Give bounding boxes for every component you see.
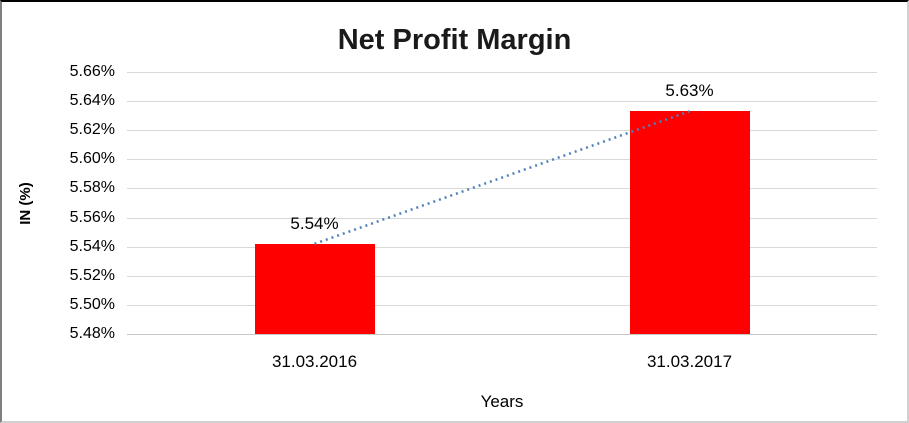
- gridline: [127, 130, 877, 132]
- gridline: [127, 334, 877, 335]
- y-tick-label: 5.58%: [69, 179, 115, 197]
- gridline: [127, 246, 877, 248]
- y-tick-label: 5.62%: [69, 121, 115, 139]
- gridline: [127, 101, 877, 103]
- y-tick-label: 5.52%: [69, 266, 115, 284]
- gridline: [127, 72, 877, 73]
- x-tick-label: 31.03.2016: [271, 352, 358, 371]
- x-tick-label: 31.03.2017: [646, 352, 733, 371]
- gridline: [127, 275, 877, 277]
- y-tick-label: 5.48%: [69, 325, 115, 342]
- bar-31.03.2016: [254, 243, 375, 334]
- bar-data-label: 5.63%: [665, 81, 714, 101]
- gridline: [127, 159, 877, 161]
- trendline: [314, 110, 690, 245]
- y-tick-label: 5.64%: [69, 92, 115, 110]
- y-tick-label: 5.56%: [69, 208, 115, 226]
- y-tick-label: 5.54%: [69, 237, 115, 255]
- bar-31.03.2017: [629, 111, 750, 334]
- bar-data-label: 5.54%: [290, 213, 339, 233]
- plot-area: 5.54% 5.63%: [127, 72, 877, 335]
- gridline: [127, 217, 877, 219]
- x-axis-title: Years: [480, 392, 524, 411]
- y-tick-label: 5.60%: [69, 150, 115, 168]
- gridline: [127, 188, 877, 190]
- chart-title: Net Profit Margin: [337, 24, 572, 56]
- x-axis-ticks: 31.03.2016 31.03.2017: [127, 352, 877, 374]
- y-axis-ticks: 5.66% 5.64% 5.62% 5.60% 5.58% 5.56% 5.54% 5.52%…: [2, 63, 115, 342]
- gridline: [127, 304, 877, 306]
- y-tick-label: 5.50%: [69, 295, 115, 313]
- y-tick-label: 5.66%: [69, 63, 115, 80]
